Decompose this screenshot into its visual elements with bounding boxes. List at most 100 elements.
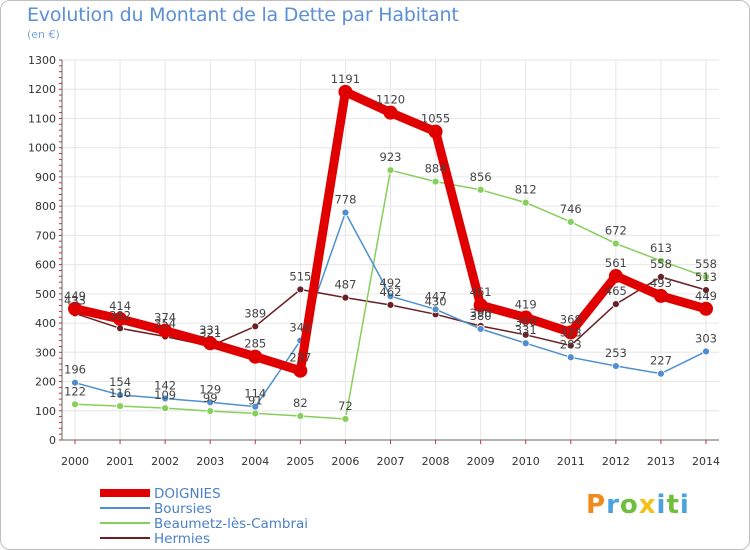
data-label: 91 <box>248 393 263 407</box>
data-label: 558 <box>650 257 672 271</box>
y-tick-label: 600 <box>35 259 56 272</box>
data-point <box>251 322 260 331</box>
data-label: 109 <box>154 388 176 402</box>
data-label-layer: 449 414 374 331 285 237 1191 1120 1055 461 419 368 5… <box>64 72 717 413</box>
data-label: 331 <box>515 323 537 337</box>
data-point <box>113 311 128 326</box>
data-point <box>699 301 713 316</box>
data-point <box>296 412 305 420</box>
data-point <box>383 105 398 120</box>
chart-title: Evolution du Montant de la Dette par Hab… <box>27 4 459 26</box>
y-tick-label: 800 <box>35 200 56 213</box>
data-point <box>653 288 668 303</box>
data-point <box>203 336 218 351</box>
data-label: 253 <box>605 346 627 360</box>
data-label: 285 <box>244 337 266 351</box>
data-point <box>611 239 620 248</box>
data-label: 672 <box>605 224 627 238</box>
data-label: 746 <box>560 202 582 216</box>
legend-label: Beaumetz-lès-Cambrai <box>154 516 308 532</box>
y-tick-label: 300 <box>35 346 56 359</box>
data-label: 389 <box>244 306 266 320</box>
data-label: 374 <box>154 311 176 325</box>
data-point <box>158 323 173 338</box>
data-point <box>386 301 395 309</box>
data-label: 129 <box>199 382 221 396</box>
y-tick-label: 0 <box>49 434 56 447</box>
y-tick-label: 200 <box>35 376 56 389</box>
y-tick-label: 500 <box>35 288 56 301</box>
x-tick-label: 2000 <box>61 455 89 468</box>
data-point <box>657 256 665 265</box>
data-point <box>386 166 395 175</box>
x-tick-label: 2002 <box>151 455 179 468</box>
data-label: 154 <box>109 375 131 389</box>
data-label: 354 <box>154 317 176 331</box>
data-point <box>611 362 620 370</box>
data-point <box>473 298 488 313</box>
data-label: 513 <box>695 270 717 284</box>
data-label: 227 <box>650 354 672 368</box>
data-point <box>563 325 578 340</box>
data-point <box>161 404 170 413</box>
logo-letter: o <box>619 490 639 520</box>
data-point <box>428 124 443 139</box>
data-label: 433 <box>64 293 86 307</box>
data-point <box>116 391 124 399</box>
data-point <box>702 286 710 294</box>
logo-letter: x <box>638 490 657 520</box>
data-label: 812 <box>515 183 537 197</box>
data-point <box>206 407 215 415</box>
data-label: 72 <box>338 399 353 413</box>
logo-letter: i <box>679 490 690 520</box>
data-point <box>248 349 263 364</box>
data-label: 856 <box>470 170 492 184</box>
legend-item: Beaumetz-lès-Cambrai <box>100 516 308 532</box>
data-label: 414 <box>109 299 131 313</box>
data-point <box>476 185 485 194</box>
legend-label: Boursies <box>154 501 212 517</box>
data-point <box>566 341 575 350</box>
data-point <box>702 272 710 281</box>
data-label: 487 <box>334 278 356 292</box>
data-point <box>71 400 79 409</box>
data-point <box>116 402 124 410</box>
data-point <box>71 378 79 387</box>
data-label: 561 <box>605 256 627 270</box>
data-label: 558 <box>695 257 717 271</box>
data-point <box>431 177 440 186</box>
data-label: 449 <box>695 289 717 303</box>
legend-item: Boursies <box>100 501 212 517</box>
data-label: 237 <box>289 351 311 365</box>
data-label: 303 <box>695 331 717 345</box>
data-label: 447 <box>425 289 447 303</box>
data-label: 465 <box>605 284 627 298</box>
data-point <box>251 409 260 418</box>
x-tick-label: 2008 <box>422 455 450 468</box>
data-label: 515 <box>289 269 311 283</box>
y-tick-label: 1300 <box>28 54 56 67</box>
legend-item: DOIGNIES <box>100 486 221 502</box>
data-point <box>386 292 395 301</box>
x-tick-label: 2014 <box>692 455 720 468</box>
data-label: 462 <box>380 285 402 299</box>
data-label: 122 <box>64 384 86 398</box>
data-label: 323 <box>560 326 582 340</box>
data-point <box>566 353 575 362</box>
data-point <box>518 310 533 325</box>
data-point <box>521 198 530 207</box>
data-point <box>611 300 620 308</box>
data-point <box>702 347 710 356</box>
y-tick-label: 1200 <box>28 83 56 96</box>
data-label: 82 <box>293 396 308 410</box>
y-tick-label: 100 <box>35 405 56 418</box>
data-label: 390 <box>470 306 492 320</box>
legend-label: Hermies <box>154 531 210 547</box>
data-label: 142 <box>154 378 176 392</box>
series-layer <box>68 84 713 423</box>
data-label: 1055 <box>421 112 450 126</box>
legend-label: DOIGNIES <box>154 486 221 502</box>
proxiti-logo: Proxiti <box>586 490 690 520</box>
data-point <box>341 415 350 423</box>
